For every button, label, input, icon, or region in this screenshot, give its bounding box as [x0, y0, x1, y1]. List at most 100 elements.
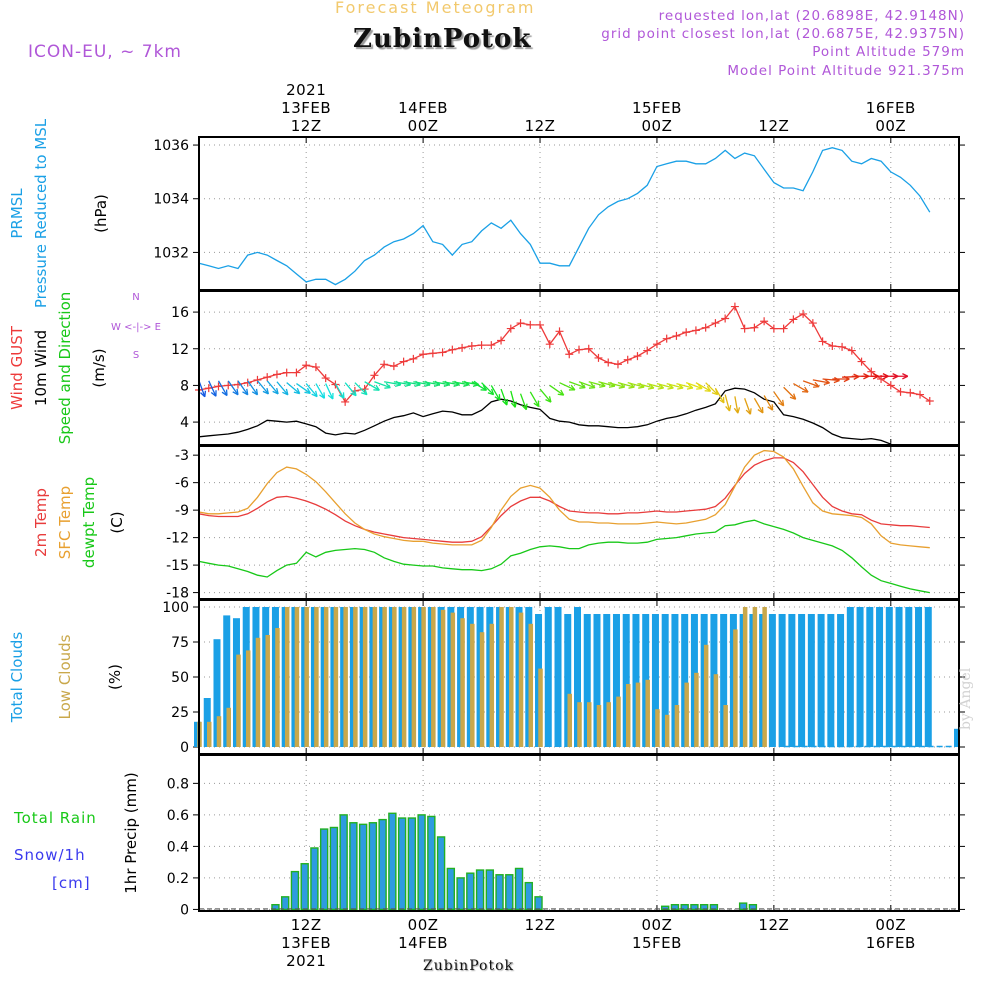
wind-arrowhead — [327, 392, 334, 400]
clouds-bar — [564, 614, 572, 747]
wind-direction-arrow — [676, 382, 694, 389]
precip-bar — [524, 881, 533, 911]
chart-title: Forecast Meteogram — [335, 0, 536, 17]
gust-marker — [458, 343, 467, 352]
clouds-label: Total Clouds — [8, 632, 26, 724]
gust-marker — [672, 331, 681, 340]
gust-marker — [292, 368, 301, 377]
gust-marker — [711, 319, 720, 328]
compass-south: S — [133, 350, 139, 361]
y-tick-label: -18 — [166, 586, 189, 602]
clouds-bar — [661, 614, 669, 747]
clouds-bar — [213, 639, 221, 747]
clouds-bar — [846, 607, 854, 747]
y-tick-label: 16 — [171, 305, 189, 321]
time-label-bottom: 00Z — [875, 916, 906, 934]
gust-marker — [886, 381, 895, 390]
gust-marker — [448, 345, 457, 354]
wind-direction-arrow — [354, 382, 368, 396]
clouds-bar — [625, 684, 631, 747]
y-tick-label: -15 — [166, 558, 189, 574]
wind-arrowhead — [789, 393, 797, 400]
wind-arrowhead — [319, 392, 326, 399]
wind-direction-arrow — [374, 381, 391, 389]
precip-bar — [466, 872, 475, 911]
clouds-bar — [954, 728, 959, 747]
requested-coordinates: requested lon,lat (20.6898E, 42.9148N) — [658, 8, 965, 24]
wind-arrowhead — [251, 388, 259, 396]
clouds-bar — [265, 635, 270, 747]
wind-direction-arrow — [217, 380, 228, 396]
author-credit: by Angel — [958, 667, 974, 730]
clouds-bar — [294, 607, 300, 747]
wind-arrowhead — [568, 384, 576, 391]
wind-direction-arrow — [315, 383, 325, 399]
clouds-bar — [674, 705, 680, 747]
wind-arrowhead — [311, 390, 318, 398]
temperature-line-dewpt-temp — [198, 519, 930, 594]
clouds-bar — [255, 637, 261, 747]
y-tick-label: 100 — [162, 600, 189, 616]
wind-direction-arrow — [510, 390, 516, 408]
wind-direction-arrow — [685, 382, 703, 390]
wind-direction-arrow — [393, 381, 411, 386]
clouds-bar — [382, 607, 387, 747]
wind-y-label: (m/s) — [90, 348, 108, 387]
clouds-bar — [226, 707, 231, 747]
clouds-bar — [401, 607, 407, 747]
wind-direction-arrow — [422, 381, 440, 386]
wind-direction-arrow — [276, 381, 289, 396]
footer-station-name: ZubinPotok — [423, 958, 515, 974]
y-tick-label: -12 — [166, 531, 189, 547]
wind-direction-arrow — [403, 381, 421, 386]
temperature-label: dewpt Temp — [80, 477, 98, 568]
wind-arrowhead — [272, 387, 279, 395]
wind-direction-arrow — [256, 380, 269, 395]
wind-arrowhead — [232, 388, 239, 396]
clouds-bar — [284, 607, 290, 747]
precip-bar — [349, 822, 358, 911]
y-tick-label: -3 — [175, 448, 189, 464]
wind-arrowhead — [242, 388, 249, 396]
wind-arrowhead — [902, 373, 909, 380]
clouds-bar — [216, 716, 222, 747]
wind-arrowhead — [545, 396, 552, 403]
clouds-bar — [583, 614, 591, 747]
clouds-bar — [733, 629, 738, 747]
clouds-bar — [450, 612, 456, 747]
gust-marker — [516, 319, 525, 328]
wind-direction-arrow — [481, 382, 495, 396]
gust-marker — [643, 346, 652, 355]
gust-marker — [691, 326, 700, 335]
gust-marker — [604, 358, 613, 367]
precip-bar — [319, 828, 329, 911]
time-label-top: 00Z — [408, 117, 439, 135]
gust-marker — [594, 353, 603, 362]
precip-bar — [368, 822, 378, 911]
y-tick-label: 0.4 — [167, 839, 189, 855]
wind-direction-arrow — [598, 381, 616, 387]
wind-panel: 4 8 12 16 Wind GUST 10m Wind Speed and Directi… — [8, 290, 965, 446]
clouds-bar — [544, 607, 552, 747]
wind-direction-arrow — [286, 382, 301, 395]
wind-direction-arrow — [802, 380, 820, 388]
y-tick-label: 0.8 — [167, 776, 189, 792]
precip-bar — [680, 903, 689, 911]
clouds-bar — [333, 607, 339, 747]
precip-bar — [388, 812, 397, 911]
gust-marker — [847, 346, 856, 355]
time-label-bottom: 13FEB — [281, 934, 331, 952]
wind-arrowhead — [757, 406, 764, 414]
y-tick-label: 4 — [180, 415, 189, 431]
clouds-bar — [236, 654, 241, 747]
clouds-bar — [431, 607, 436, 747]
clouds-bar — [323, 607, 329, 747]
clouds-bar — [924, 607, 932, 747]
precip-label-rain: Total Rain — [13, 809, 97, 827]
wind-arrowhead — [361, 388, 368, 396]
wind-direction-arrow — [529, 391, 540, 407]
wind-direction-arrow — [549, 384, 565, 396]
precip-y-label: 1hr Precip (mm) — [122, 772, 140, 893]
clouds-bar — [518, 612, 524, 747]
time-label-bottom: 12Z — [758, 916, 789, 934]
